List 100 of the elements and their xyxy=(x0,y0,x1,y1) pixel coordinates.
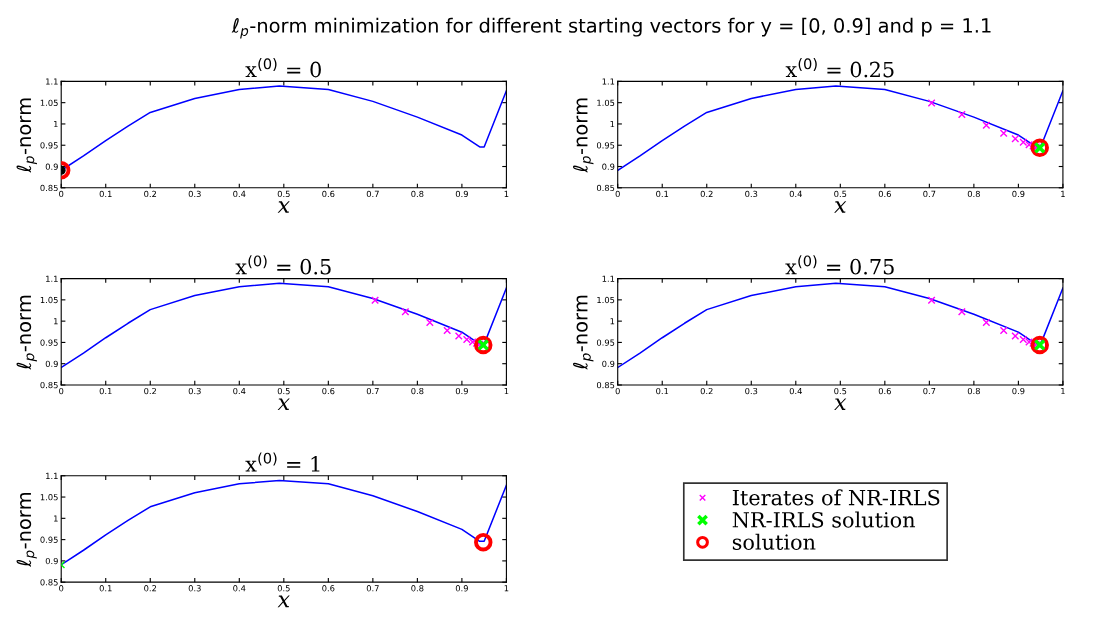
x-tick-label: 1 xyxy=(1061,190,1065,197)
y-tick-label: 1 xyxy=(54,318,58,325)
chart-title: x$^{(0)}$ = 0.25 xyxy=(785,58,894,78)
chart-title: x$^{(0)}$ = 0.5 xyxy=(235,255,331,275)
y-tick-label: 0.9 xyxy=(45,557,58,565)
y-tick-label: 0.85 xyxy=(40,184,58,192)
y-tick-label: 0.95 xyxy=(596,339,615,346)
x-tick-label: 0.1 xyxy=(656,387,669,395)
x-tick-label: 0.2 xyxy=(700,190,713,198)
x-axis-title: x xyxy=(277,398,290,410)
chart-title: x$^{(0)}$ = 1 xyxy=(245,452,320,472)
y-tick-label: 0.95 xyxy=(40,339,58,346)
y-tick-label: 0.85 xyxy=(40,579,58,586)
y-tick-label: 0.85 xyxy=(40,381,58,389)
x-tick-label: 0 xyxy=(59,387,64,395)
x-tick-label: 0.3 xyxy=(745,387,758,395)
x-tick-label: 0.3 xyxy=(745,190,758,198)
y-tick-label: 1.1 xyxy=(46,275,58,282)
x-tick-label: 0.1 xyxy=(99,585,112,592)
x-tick-label: 0 xyxy=(59,585,64,592)
x-tick-label: 0 xyxy=(59,190,64,198)
x-tick-label: 0.6 xyxy=(322,387,335,395)
y-tick-label: 1.05 xyxy=(40,296,58,304)
x-tick-label: 0.9 xyxy=(455,387,468,395)
y-tick-label: 1.1 xyxy=(602,78,615,85)
y-tick-label: 1.1 xyxy=(46,78,58,85)
x-tick-label: 0.1 xyxy=(99,190,112,198)
legend-label: NR-IRLS solution xyxy=(732,511,916,528)
x-tick-label: 0.3 xyxy=(188,190,201,198)
x-axis-title: x xyxy=(834,398,847,410)
y-tick-label: 0.95 xyxy=(40,142,58,149)
y-tick-label: 0.9 xyxy=(45,360,58,367)
text: ℓ$_{p}$-norm minimization for different starting vectors for y = [0, 0.9] and p = 1.1 xyxy=(231,17,991,39)
y-tick-label: 0.9 xyxy=(602,360,615,367)
x-tick-label: 0.2 xyxy=(144,585,157,592)
x-tick-label: 0.7 xyxy=(923,387,936,395)
chart-title: x$^{(0)}$ = 0.75 xyxy=(785,255,894,275)
y-tick-label: 1 xyxy=(54,515,58,522)
y-tick-label: 0.95 xyxy=(596,142,615,149)
x-tick-label: 1 xyxy=(504,388,509,395)
y-axis-title: ℓ$_{p}$-norm xyxy=(16,98,37,173)
x-tick-label: 0.1 xyxy=(99,387,112,395)
y-axis-title: ℓ$_{p}$-norm xyxy=(16,295,37,370)
x-tick-label: 0.8 xyxy=(411,585,424,592)
x-axis-title: x xyxy=(277,201,290,213)
x-tick-label: 0.8 xyxy=(967,190,980,198)
x-tick-label: 0.9 xyxy=(455,190,468,198)
x-tick-label: 0.7 xyxy=(366,585,379,592)
x-tick-label: 0.9 xyxy=(1012,190,1025,198)
x-tick-label: 0.4 xyxy=(789,387,802,395)
x-tick-label: 0.8 xyxy=(411,190,424,198)
x-tick-label: 0.1 xyxy=(656,190,669,198)
y-tick-label: 0.85 xyxy=(596,381,615,389)
x-tick-label: 0.4 xyxy=(233,387,246,395)
y-tick-label: 0.9 xyxy=(45,163,58,170)
x-axis-title: x xyxy=(277,595,290,608)
x-tick-label: 0.6 xyxy=(322,585,335,592)
y-tick-label: 1.05 xyxy=(597,296,615,304)
x-tick-label: 0.6 xyxy=(878,190,891,198)
y-tick-label: 1 xyxy=(54,121,58,128)
x-tick-label: 0.3 xyxy=(188,387,201,395)
x-tick-label: 0.7 xyxy=(366,387,379,395)
x-axis-title: x xyxy=(834,201,847,213)
x-tick-label: 0.4 xyxy=(789,190,802,198)
chart-title: x$^{(0)}$ = 0 xyxy=(245,58,321,78)
y-tick-label: 0.85 xyxy=(596,184,615,192)
y-tick-label: 1.05 xyxy=(40,99,58,106)
x-tick-label: 0.2 xyxy=(144,190,157,198)
x-tick-label: 0 xyxy=(615,387,620,395)
x-tick-label: 0.9 xyxy=(1012,387,1025,395)
x-tick-label: 0.4 xyxy=(233,190,246,198)
x-tick-label: 0.5 xyxy=(834,387,847,395)
y-axis-title: ℓ$_{p}$-norm xyxy=(572,98,594,173)
x-tick-label: 0.2 xyxy=(144,387,157,395)
y-tick-label: 1.05 xyxy=(597,99,615,106)
y-axis-title: ℓ$_{p}$-norm xyxy=(572,295,594,370)
x-tick-label: 0.6 xyxy=(878,387,891,395)
x-tick-label: 0.8 xyxy=(411,387,424,395)
y-tick-label: 0.95 xyxy=(40,536,58,543)
y-axis-title: ℓ$_{p}$-norm xyxy=(16,492,37,568)
y-tick-label: 1.05 xyxy=(40,494,58,501)
x-tick-label: 1 xyxy=(504,190,509,197)
x-tick-label: 0.9 xyxy=(455,585,468,592)
x-tick-label: 0.2 xyxy=(700,387,713,395)
y-tick-label: 1 xyxy=(610,121,615,128)
legend-label: solution xyxy=(732,533,816,550)
x-tick-label: 0.5 xyxy=(277,387,290,395)
y-tick-label: 1 xyxy=(610,318,615,325)
x-tick-label: 0.6 xyxy=(322,190,335,198)
x-tick-label: 0.5 xyxy=(834,190,847,198)
y-tick-label: 1.1 xyxy=(602,275,615,282)
x-tick-label: 0 xyxy=(615,190,620,198)
x-tick-label: 0.7 xyxy=(366,190,379,198)
x-tick-label: 1 xyxy=(1061,388,1065,395)
x-tick-label: 0.4 xyxy=(233,585,246,592)
x-tick-label: 0.5 xyxy=(277,585,290,592)
x-tick-label: 1 xyxy=(504,585,509,592)
legend-label: Iterates of NR-IRLS xyxy=(732,489,940,506)
x-tick-label: 0.3 xyxy=(188,585,201,592)
x-tick-label: 0.7 xyxy=(923,190,936,198)
